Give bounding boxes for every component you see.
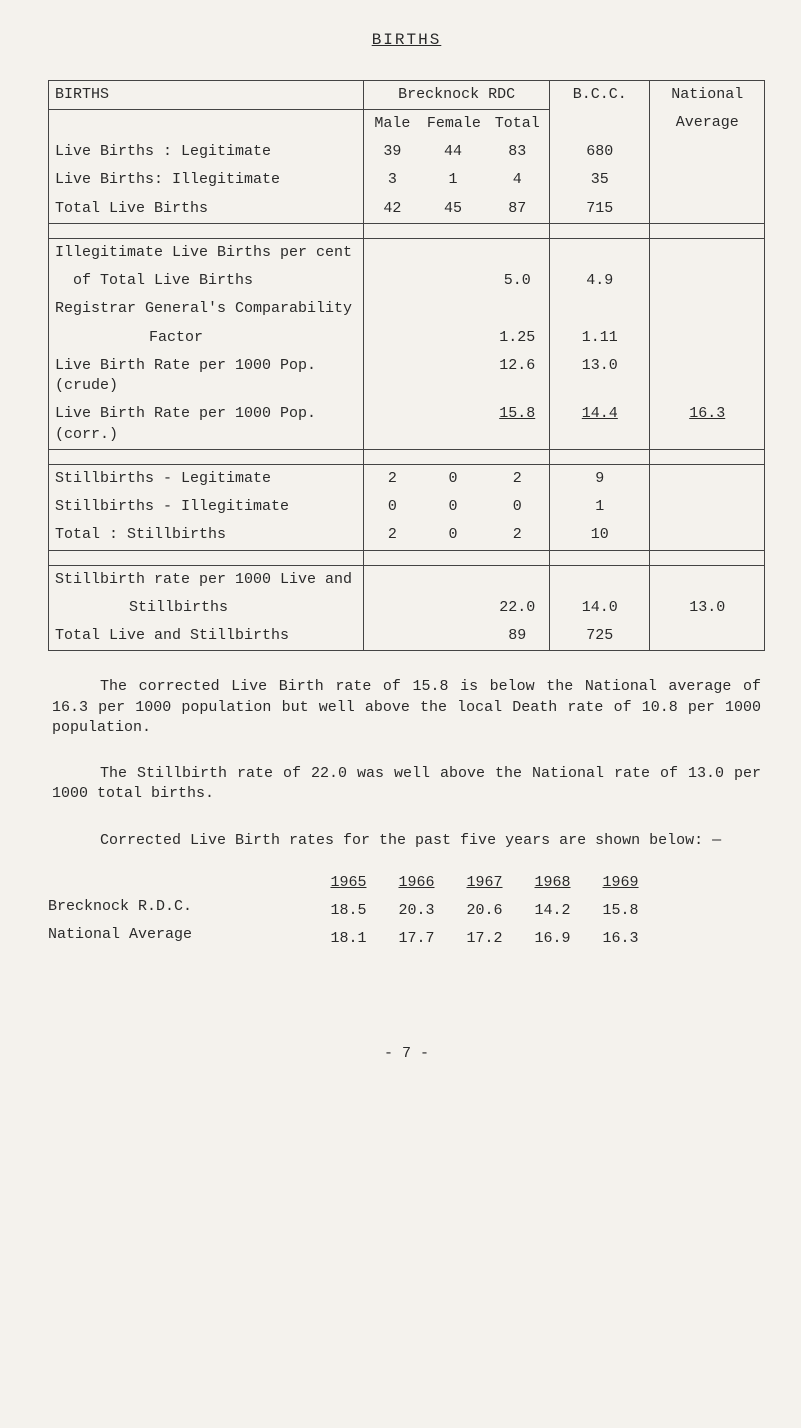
births-table: BIRTHS Brecknock RDC B.C.C. National Mal…	[48, 80, 765, 652]
paragraph-1: The corrected Live Birth rate of 15.8 is…	[52, 677, 761, 738]
table-row: Stillbirths - Illegitimate 0 0 0 1	[49, 493, 765, 521]
table-row: Total Live Births 42 45 87 715	[49, 195, 765, 224]
table-row: Stillbirth rate per 1000 Live and	[49, 565, 765, 594]
table-header-row: BIRTHS Brecknock RDC B.C.C. National	[49, 80, 765, 109]
header-female: Female	[421, 109, 485, 138]
header-national: National	[650, 80, 765, 109]
header-average: Average	[650, 109, 765, 138]
table-row: of Total Live Births 5.0 4.9	[49, 267, 765, 295]
table-row: Live Birth Rate per 1000 Pop.(corr.) 15.…	[49, 400, 765, 449]
table-row: Registrar General's Comparability	[49, 295, 765, 323]
rates-year: 1969	[587, 869, 655, 897]
rates-year: 1967	[451, 869, 519, 897]
header-total: Total	[485, 109, 549, 138]
rates-header-row: 1965 1966 1967 1968 1969	[314, 869, 654, 897]
page-title: BIRTHS	[48, 30, 765, 52]
rates-year: 1965	[314, 869, 382, 897]
header-bcc: B.C.C.	[550, 80, 650, 109]
header-births: BIRTHS	[49, 80, 364, 109]
header-brecknock-rdc: Brecknock RDC	[364, 80, 550, 109]
paragraph-3: Corrected Live Birth rates for the past …	[52, 831, 761, 851]
row-label: Live Births : Legitimate	[49, 138, 364, 166]
rates-year: 1966	[382, 869, 450, 897]
table-row: Live Births: Illegitimate 3 1 4 35	[49, 166, 765, 194]
table-subheader-row: Male Female Total Average	[49, 109, 765, 138]
rates-year: 1968	[519, 869, 587, 897]
rates-table-wrap: Brecknock R.D.C. National Average 1965 1…	[48, 851, 765, 954]
rates-row: 18.1 17.7 17.2 16.9 16.3	[314, 925, 654, 953]
table-row: Factor 1.25 1.11	[49, 324, 765, 352]
header-male: Male	[364, 109, 421, 138]
table-row: Stillbirths 22.0 14.0 13.0	[49, 594, 765, 622]
rates-table: 1965 1966 1967 1968 1969 18.5 20.3 20.6 …	[314, 869, 654, 954]
page-number: - 7 -	[48, 1044, 765, 1064]
table-row: Illegitimate Live Births per cent	[49, 238, 765, 267]
rates-row-label: National Average	[48, 921, 192, 949]
table-row: Live Birth Rate per 1000 Pop.(crude) 12.…	[49, 352, 765, 401]
page: BIRTHS BIRTHS Brecknock RDC B.C.C. Natio…	[0, 0, 801, 1428]
paragraph-2: The Stillbirth rate of 22.0 was well abo…	[52, 764, 761, 805]
table-row: Total : Stillbirths 2 0 2 10	[49, 521, 765, 550]
rates-row: 18.5 20.3 20.6 14.2 15.8	[314, 897, 654, 925]
table-row: Stillbirths - Legitimate 2 0 2 9	[49, 464, 765, 493]
table-row: Live Births : Legitimate 39 44 83 680	[49, 138, 765, 166]
table-row: Total Live and Stillbirths 89 725	[49, 622, 765, 651]
rates-row-label: Brecknock R.D.C.	[48, 893, 192, 921]
